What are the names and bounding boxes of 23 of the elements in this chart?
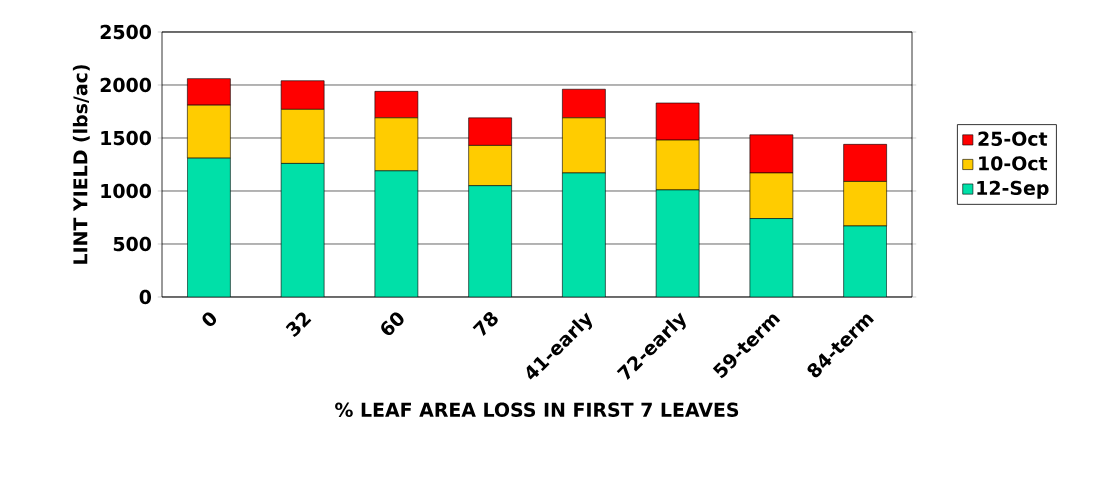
bar: [187, 157, 231, 297]
legend-label: 12-Sep: [977, 180, 1049, 199]
y-tick-label: 500: [113, 236, 152, 252]
bar: [749, 218, 794, 297]
bar: [374, 170, 419, 297]
x-tick-label: 0: [202, 312, 217, 326]
bar: [562, 172, 606, 297]
legend-label: 25-Oct: [978, 131, 1048, 146]
bar: [655, 189, 700, 297]
legend-label: 10-Oct: [979, 156, 1048, 171]
y-tick-label: 0: [139, 289, 152, 305]
y-axis-title: LINT YIELD (lbs/ac): [72, 65, 90, 264]
y-tick-label: 1000: [101, 183, 152, 199]
bar: [280, 163, 325, 297]
x-tick-label: 60: [381, 312, 404, 336]
y-tick-label: 2000: [100, 77, 152, 93]
y-tick-label: 1500: [101, 130, 152, 146]
y-tick-label: 2500: [100, 24, 152, 40]
bar: [843, 225, 887, 297]
bar: [468, 185, 512, 297]
x-axis-title: % LEAF AREA LOSS IN FIRST 7 LEAVES: [335, 402, 739, 417]
x-tick-label: 78: [472, 312, 498, 337]
x-tick-label: 32: [285, 312, 312, 337]
